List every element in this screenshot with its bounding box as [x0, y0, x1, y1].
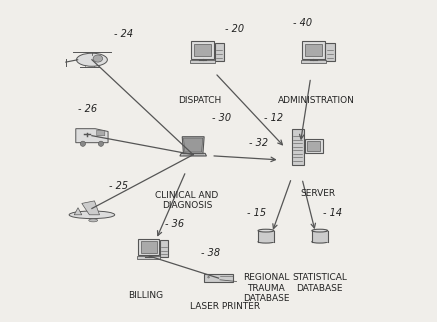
Text: - 25: - 25	[109, 181, 128, 191]
Text: - 14: - 14	[323, 208, 342, 218]
Polygon shape	[191, 41, 214, 59]
Polygon shape	[138, 256, 160, 259]
Polygon shape	[184, 138, 203, 152]
Text: - 36: - 36	[165, 219, 184, 229]
Polygon shape	[180, 153, 206, 156]
Text: CLINICAL AND
DIAGNOSIS: CLINICAL AND DIAGNOSIS	[155, 191, 218, 211]
Text: - 20: - 20	[225, 24, 244, 34]
Text: - 15: - 15	[247, 208, 266, 218]
Polygon shape	[305, 44, 322, 56]
Ellipse shape	[69, 211, 114, 219]
Polygon shape	[312, 231, 328, 242]
Text: BILLING: BILLING	[128, 291, 163, 300]
Polygon shape	[305, 139, 323, 153]
Ellipse shape	[258, 229, 274, 232]
Polygon shape	[141, 241, 157, 253]
Polygon shape	[291, 129, 304, 165]
Polygon shape	[74, 208, 82, 215]
Polygon shape	[204, 274, 233, 282]
Polygon shape	[215, 43, 224, 62]
Polygon shape	[258, 231, 274, 242]
Text: - 26: - 26	[78, 104, 97, 114]
Polygon shape	[160, 240, 168, 258]
Polygon shape	[76, 129, 108, 143]
Polygon shape	[307, 141, 320, 151]
Text: SERVER: SERVER	[301, 189, 336, 198]
Text: LASER PRINTER: LASER PRINTER	[190, 302, 260, 311]
Ellipse shape	[312, 240, 328, 243]
Polygon shape	[301, 60, 326, 63]
Ellipse shape	[89, 219, 97, 222]
Text: - 12: - 12	[264, 113, 284, 123]
Polygon shape	[191, 60, 215, 63]
Circle shape	[98, 141, 104, 146]
Ellipse shape	[93, 55, 103, 62]
Polygon shape	[82, 201, 100, 215]
Polygon shape	[182, 137, 204, 153]
Text: - 32: - 32	[249, 138, 268, 148]
Polygon shape	[302, 41, 325, 59]
Ellipse shape	[76, 53, 108, 66]
Text: - 30: - 30	[212, 113, 231, 123]
Text: REGIONAL
TRAUMA
DATABASE: REGIONAL TRAUMA DATABASE	[243, 273, 289, 303]
Ellipse shape	[258, 240, 274, 243]
Text: - 40: - 40	[293, 18, 312, 28]
Text: DISPATCH: DISPATCH	[178, 96, 221, 105]
Circle shape	[208, 277, 209, 278]
Polygon shape	[97, 130, 105, 136]
Polygon shape	[194, 44, 211, 56]
Circle shape	[80, 141, 86, 146]
Ellipse shape	[312, 229, 328, 232]
Text: STATISTICAL
DATABASE: STATISTICAL DATABASE	[292, 273, 347, 293]
Polygon shape	[326, 43, 335, 62]
Text: ADMINISTRATION: ADMINISTRATION	[278, 96, 355, 105]
Text: - 38: - 38	[201, 248, 220, 258]
Text: - 24: - 24	[114, 29, 133, 39]
Polygon shape	[139, 239, 160, 255]
